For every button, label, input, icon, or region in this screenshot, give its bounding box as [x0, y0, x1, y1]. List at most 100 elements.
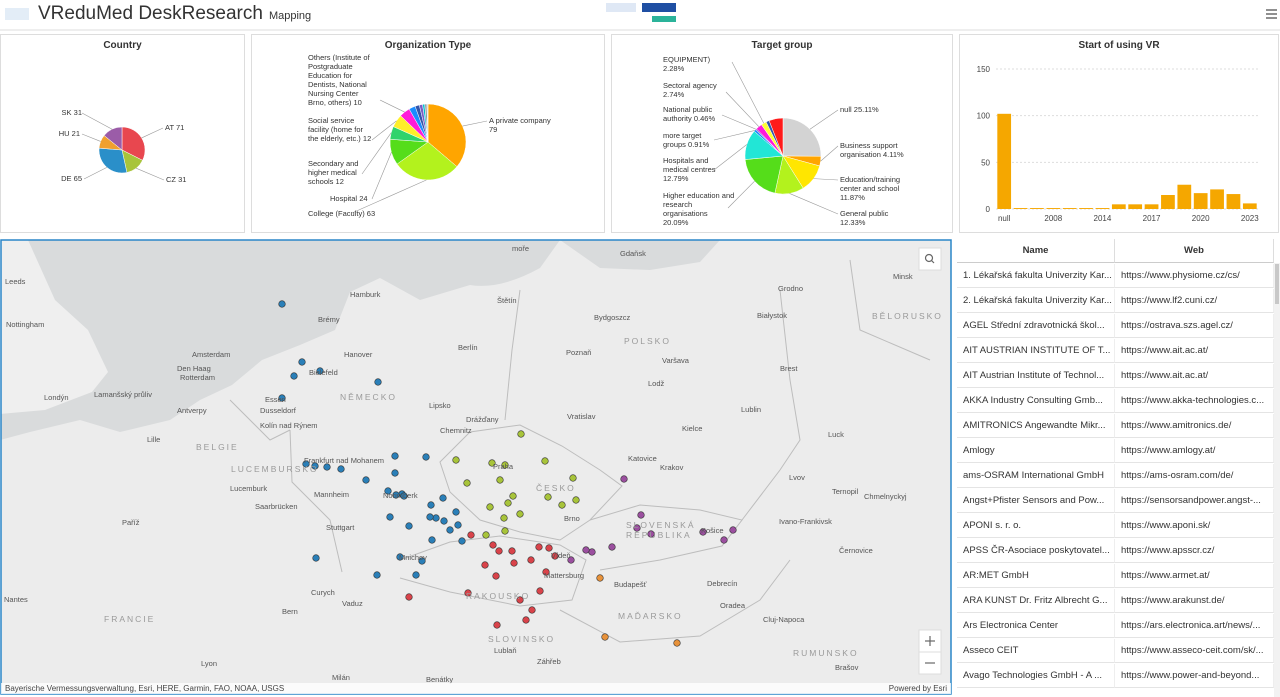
name-cell[interactable]: AR:MET GmbH [957, 564, 1115, 588]
map-point [482, 531, 490, 539]
map-city-label: Hamburk [350, 290, 381, 299]
name-cell[interactable]: 1. Lékařská fakulta Univerzity Kar... [957, 264, 1115, 288]
map-city-label: Antverpy [177, 406, 207, 415]
leader-line [462, 120, 488, 127]
map-point [418, 557, 426, 565]
name-cell[interactable]: AIT AUSTRIAN INSTITUTE OF T... [957, 339, 1115, 363]
map-point [489, 541, 497, 549]
name-cell[interactable]: Ars Electronica Center [957, 614, 1115, 638]
y-tick-label: 0 [986, 205, 991, 214]
slice-category: EQUIPMENT) [663, 55, 711, 64]
web-cell[interactable]: https://www.ait.ac.at/ [1115, 339, 1274, 363]
map-city-label: Lyon [201, 659, 217, 668]
bar [1128, 204, 1143, 209]
name-cell[interactable]: ARA KUNST Dr. Fritz Albrecht G... [957, 589, 1115, 613]
web-cell[interactable]: https://www.armet.at/ [1115, 564, 1274, 588]
name-cell[interactable]: Avago Technologies GmbH - A ... [957, 664, 1115, 688]
menu-icon[interactable] [1266, 9, 1277, 19]
map-country-label: RUMUNSKO [793, 648, 859, 658]
bar [1193, 193, 1208, 209]
header-bar [0, 0, 1280, 30]
web-cell[interactable]: https://www.lf2.cuni.cz/ [1115, 289, 1274, 313]
web-cell[interactable]: https://www.amlogy.at/ [1115, 439, 1274, 463]
map-point [544, 493, 552, 501]
bar [1030, 208, 1044, 209]
map-city-label: Chmelnyckyj [864, 492, 907, 501]
map-point [373, 571, 381, 579]
map-city-label: Luck [828, 430, 844, 439]
map-point [384, 487, 392, 495]
web-cell[interactable]: https://www.physiome.cz/cs/ [1115, 264, 1274, 288]
map-point [432, 514, 440, 522]
map-city-label: Štětín [497, 296, 517, 305]
scrollbar[interactable] [1274, 263, 1280, 697]
map-point [496, 476, 504, 484]
web-cell[interactable]: https://www.apsscr.cz/ [1115, 539, 1274, 563]
slice-category: Sectoral agency [663, 81, 717, 90]
map-point [647, 530, 655, 538]
powered-by: Powered by Esri [889, 684, 947, 693]
slice-value: 31 [73, 108, 82, 117]
name-cell[interactable]: Amlogy [957, 439, 1115, 463]
map-point [551, 552, 559, 560]
name-cell[interactable]: APONI s. r. o. [957, 514, 1115, 538]
map-point [509, 492, 517, 500]
map-point [386, 513, 394, 521]
web-cell[interactable]: https://www.akka-technologies.c... [1115, 389, 1274, 413]
search-button[interactable] [918, 247, 942, 271]
slice-value: 71 [176, 123, 185, 132]
map-city-label: Amsterdam [192, 350, 230, 359]
slice-label: Education/training center and school 11.… [840, 175, 914, 202]
web-cell[interactable]: https://www.aponi.sk/ [1115, 514, 1274, 538]
x-tick-label: 2020 [1192, 214, 1210, 223]
map-point [412, 571, 420, 579]
x-tick-label: 2023 [1241, 214, 1259, 223]
name-cell[interactable]: AIT Austrian Institute of Technol... [957, 364, 1115, 388]
map-city-label: Gdaňsk [620, 249, 646, 258]
slice-category: Social service facility (home for the el… [308, 116, 364, 143]
map-point [452, 508, 460, 516]
map-point [516, 510, 524, 518]
web-cell[interactable]: https://www.power-and-beyond... [1115, 664, 1274, 688]
name-cell[interactable]: ams-OSRAM International GmbH [957, 464, 1115, 488]
web-cell[interactable]: https://www.ait.ac.at/ [1115, 364, 1274, 388]
map-point [323, 463, 331, 471]
slice-category: more target groups [663, 131, 702, 149]
web-cell[interactable]: https://ams-osram.com/de/ [1115, 464, 1274, 488]
bar [1013, 208, 1028, 209]
slice-category: National public authority [663, 105, 713, 123]
map-city-label: Bielefeld [309, 368, 338, 377]
pie-slice [427, 103, 467, 168]
name-cell[interactable]: AKKA Industry Consulting Gmb... [957, 389, 1115, 413]
slice-value: 65 [73, 174, 82, 183]
map-city-label: Drážďany [466, 415, 499, 424]
web-cell[interactable]: https://www.amitronics.de/ [1115, 414, 1274, 438]
map-city-label: Černovice [839, 546, 873, 555]
slice-value: 63 [366, 209, 376, 218]
name-cell[interactable]: Angst+Pfister Sensors and Pow... [957, 489, 1115, 513]
name-cell[interactable]: AGEL Střední zdravotnická škol... [957, 314, 1115, 338]
slice-value: 31 [178, 175, 187, 184]
web-cell[interactable]: https://www.asseco-ceit.com/sk/... [1115, 639, 1274, 663]
map-point [720, 536, 728, 544]
map-city-label: Krakov [660, 463, 684, 472]
name-cell[interactable]: Asseco CEIT [957, 639, 1115, 663]
name-cell[interactable]: AMITRONICS Angewandte Mikr... [957, 414, 1115, 438]
slice-label: College (Faculty) 63 [308, 209, 380, 218]
slice-label: Social service facility (home for the el… [308, 116, 372, 143]
name-cell[interactable]: APSS ČR-Asociace poskytovatel... [957, 539, 1115, 563]
map[interactable]: moře Gdaňsk Minsk Leeds Hamburk Štětín Grodno B… [0, 239, 952, 695]
map-city-label: Białystok [757, 311, 787, 320]
slice-label: Sectoral agency 2.74% [663, 81, 723, 99]
map-point [454, 521, 462, 529]
slice-category: Hospitals and medical centres [663, 156, 716, 174]
map-point [673, 639, 681, 647]
web-cell[interactable]: https://ostrava.szs.agel.cz/ [1115, 314, 1274, 338]
map-city-label: Stuttgart [326, 523, 355, 532]
web-cell[interactable]: https://ars.electronica.art/news/... [1115, 614, 1274, 638]
web-cell[interactable]: https://www.arakunst.de/ [1115, 589, 1274, 613]
name-cell[interactable]: 2. Lékařská fakulta Univerzity Kar... [957, 289, 1115, 313]
scroll-thumb[interactable] [1275, 264, 1279, 304]
web-cell[interactable]: https://sensorsandpower.angst-... [1115, 489, 1274, 513]
leader-line [135, 167, 165, 181]
